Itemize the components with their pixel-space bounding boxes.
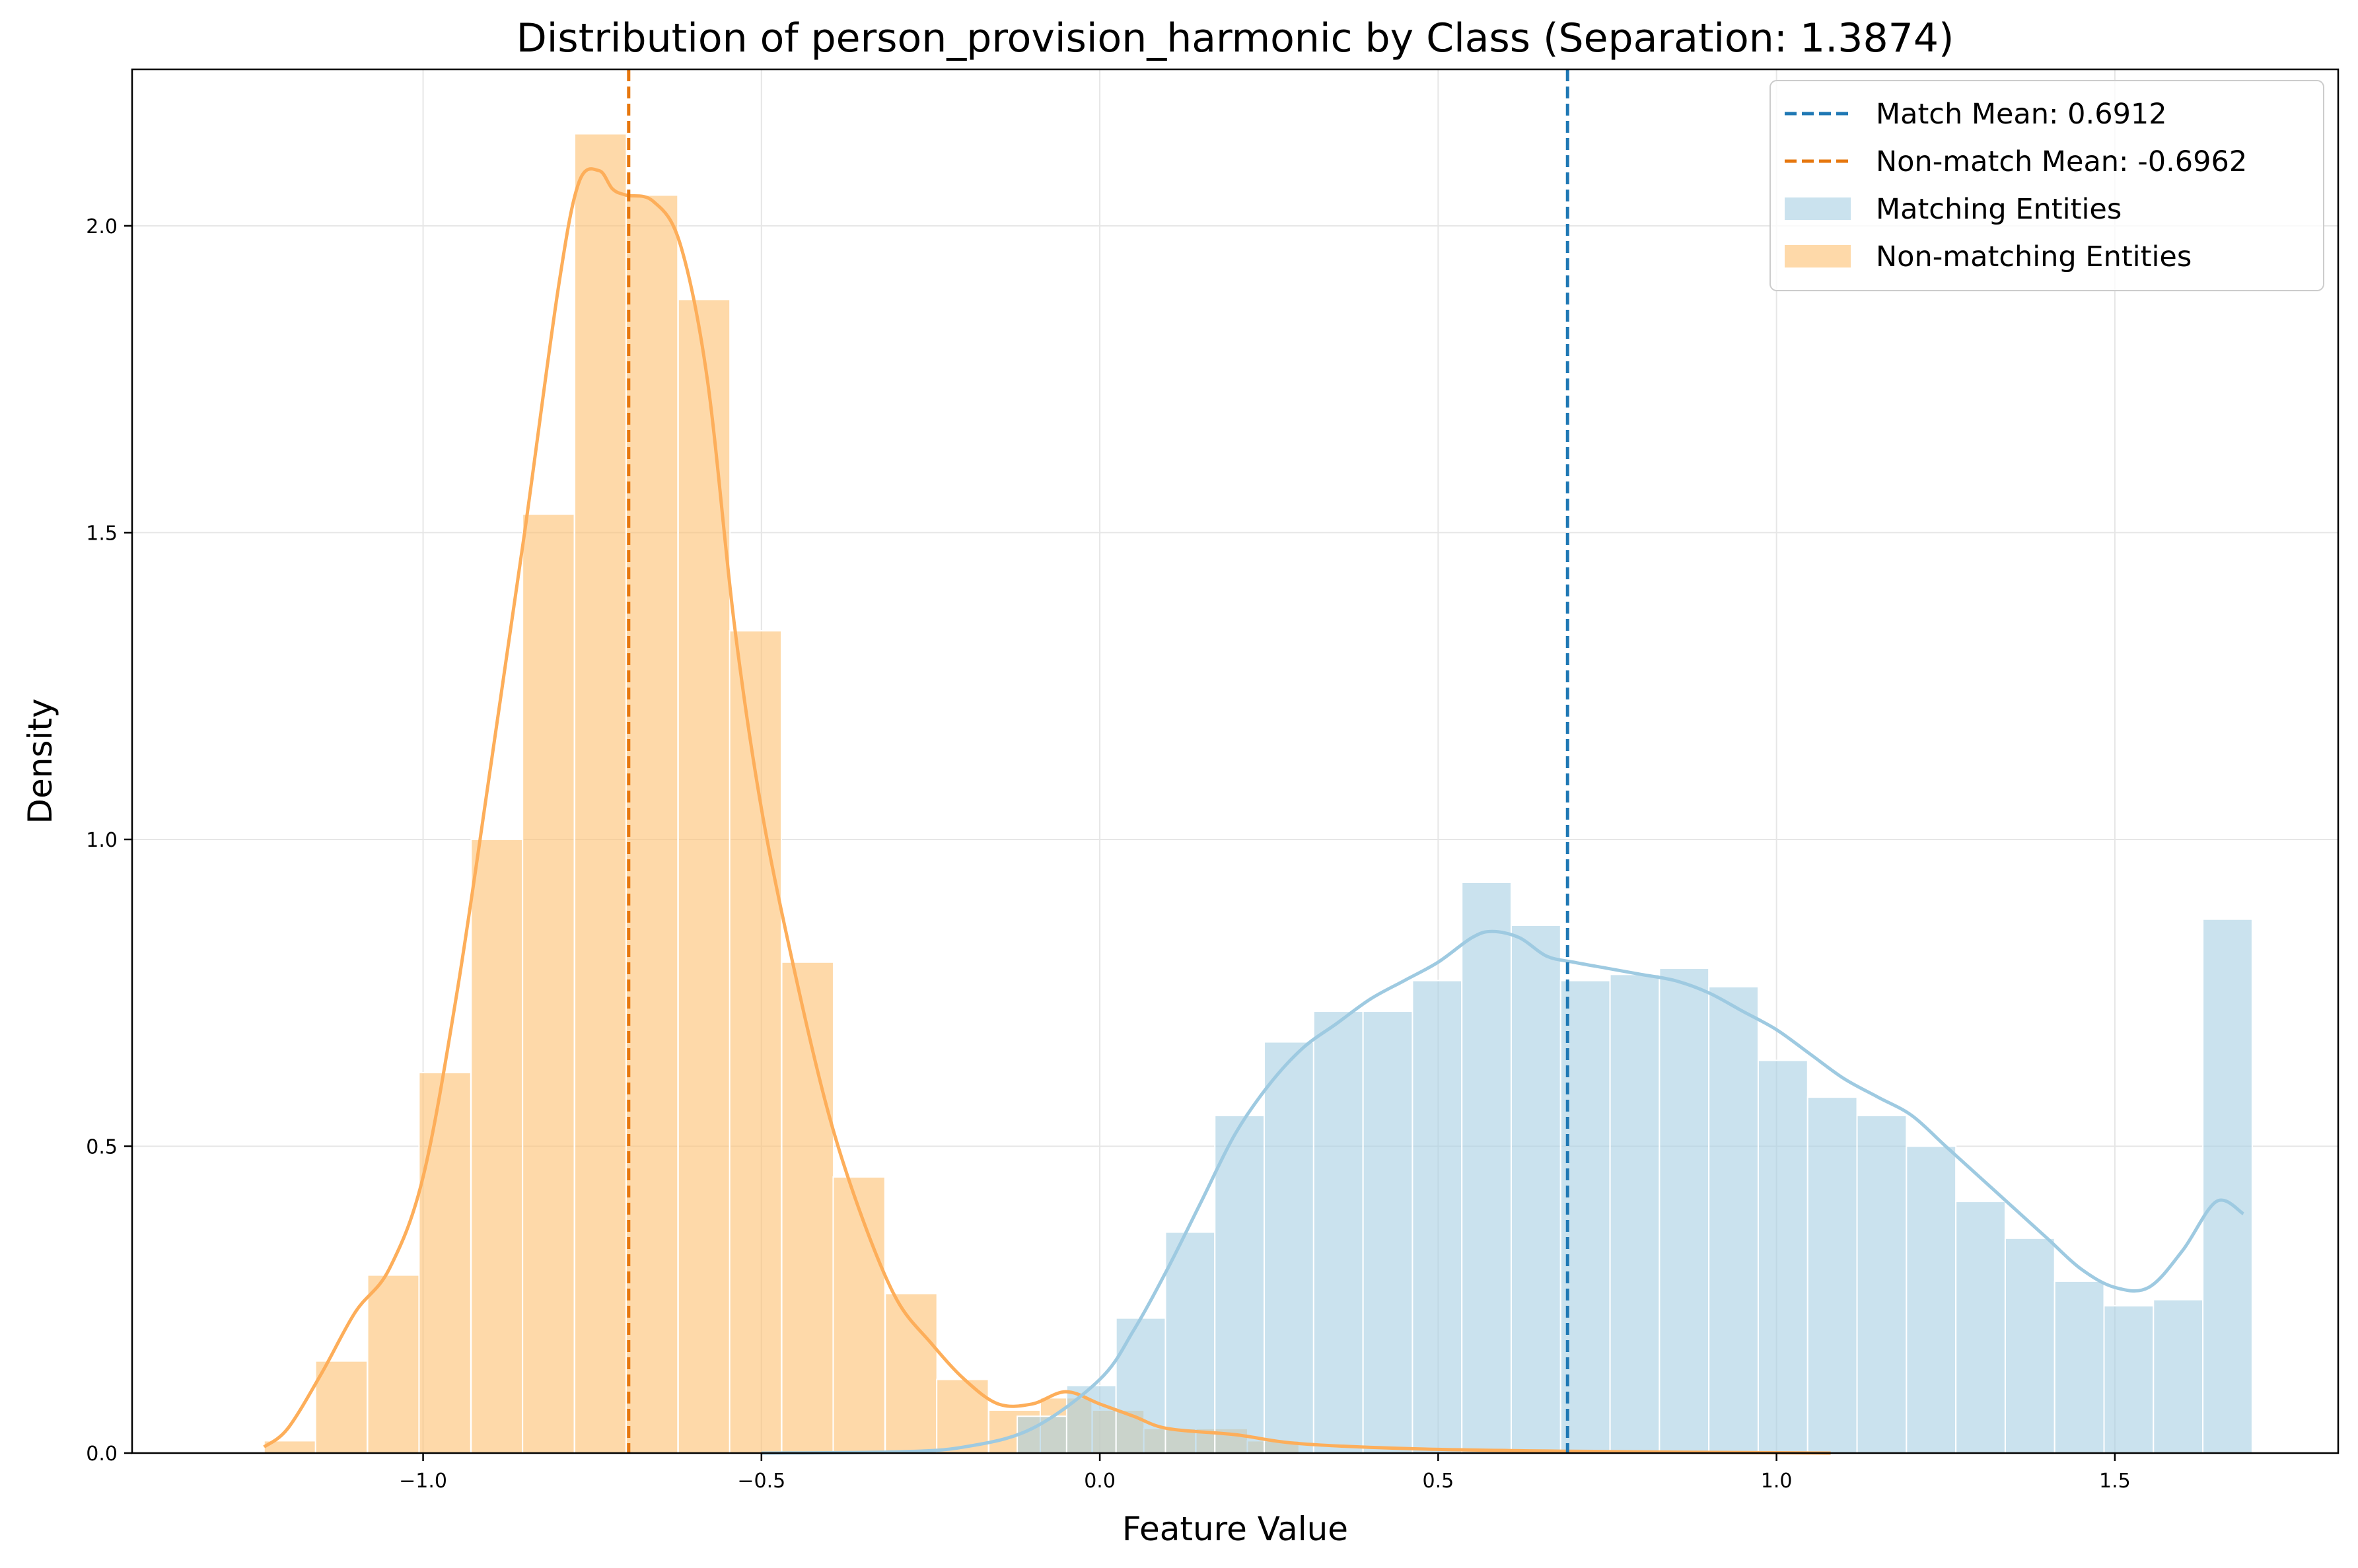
match-bar-20	[2004, 1237, 2055, 1454]
match-bar-24	[2202, 918, 2253, 1454]
legend-swatch-non-matching-entities	[1785, 245, 1851, 267]
y-tick-label-0: 0.0	[86, 1443, 118, 1466]
nonmatch-bar-6	[574, 133, 627, 1454]
x-tick-label-5: 1.5	[2099, 1470, 2131, 1493]
mean-lines	[627, 69, 1569, 1453]
match-bar-4	[1214, 1115, 1266, 1454]
histogram-bars	[263, 133, 2253, 1454]
y-tick-label-4: 2.0	[86, 215, 118, 238]
match-bar-10	[1511, 925, 1561, 1454]
match-bar-12	[1609, 974, 1661, 1454]
legend-swatch-matching-entities	[1785, 197, 1851, 220]
nonmatch-bar-11	[832, 1176, 886, 1454]
match-bar-22	[2103, 1305, 2155, 1454]
x-tick-label-2: 0.0	[1084, 1470, 1116, 1493]
y-tick-label-3: 1.5	[86, 522, 118, 545]
match-bar-13	[1659, 968, 1710, 1454]
match-bar-2	[1115, 1317, 1166, 1454]
legend-label-non-matching-entities: Non-matching Entities	[1876, 240, 2192, 273]
x-tick-label-4: 1.0	[1761, 1470, 1793, 1493]
match-kde-curve	[761, 929, 2244, 1455]
nonmatch-bar-1	[314, 1360, 369, 1454]
kde-curves	[263, 167, 2244, 1455]
x-tick-label-3: 0.5	[1423, 1470, 1454, 1493]
x-tick-label-0: −1.0	[399, 1470, 447, 1493]
match-bar-19	[1955, 1201, 2006, 1454]
x-axis-title: Feature Value	[1122, 1510, 1348, 1548]
legend-label-match-mean: Match Mean: 0.6912	[1876, 98, 2167, 131]
match-bar-16	[1806, 1096, 1858, 1454]
match-bar-1	[1065, 1384, 1117, 1454]
nonmatch-kde-curve	[263, 167, 1831, 1455]
y-tick-label-2: 1.0	[86, 829, 118, 852]
match-bar-3	[1164, 1231, 1216, 1454]
nonmatch-bar-3	[418, 1071, 472, 1454]
match-bar-18	[1906, 1145, 1957, 1454]
nonmatch-bar-12	[884, 1293, 938, 1454]
nonmatch-bar-7	[625, 194, 679, 1454]
nonmatch-bar-2	[367, 1274, 420, 1454]
y-tick-label-1: 0.5	[86, 1135, 118, 1158]
legend-label-matching-entities: Matching Entities	[1876, 193, 2122, 226]
match-bar-9	[1461, 881, 1513, 1454]
nonmatch-bar-13	[936, 1378, 989, 1454]
nonmatch-bar-8	[677, 299, 731, 1454]
legend-box	[1769, 80, 2324, 291]
chart-title: Distribution of person_provision_harmoni…	[517, 15, 1954, 61]
nonmatch-bar-5	[522, 513, 575, 1454]
match-bar-6	[1312, 1011, 1364, 1454]
x-tick-label-1: −0.5	[737, 1470, 785, 1493]
match-bar-15	[1757, 1059, 1808, 1454]
legend-label-non-match-mean: Non-match Mean: -0.6962	[1876, 145, 2247, 178]
match-bar-7	[1362, 1011, 1413, 1454]
legend: Match Mean: 0.6912 Non-match Mean: -0.696…	[1769, 80, 2324, 291]
match-bar-5	[1264, 1041, 1314, 1454]
match-bar-21	[2054, 1280, 2105, 1454]
nonmatch-bar-4	[470, 838, 524, 1454]
match-bar-8	[1411, 980, 1463, 1454]
match-bar-14	[1708, 985, 1759, 1454]
match-bar-23	[2153, 1299, 2204, 1454]
axis-ticks: −1.0 −0.5 0.0 0.5 1.0 1.5 0.0 0.5 1.0 1.5 2.0	[86, 215, 2130, 1493]
y-axis-title: Density	[21, 698, 59, 824]
match-bar-17	[1856, 1115, 1908, 1454]
plot-area-frame	[131, 68, 2340, 1454]
nonmatch-bar-9	[729, 630, 783, 1454]
